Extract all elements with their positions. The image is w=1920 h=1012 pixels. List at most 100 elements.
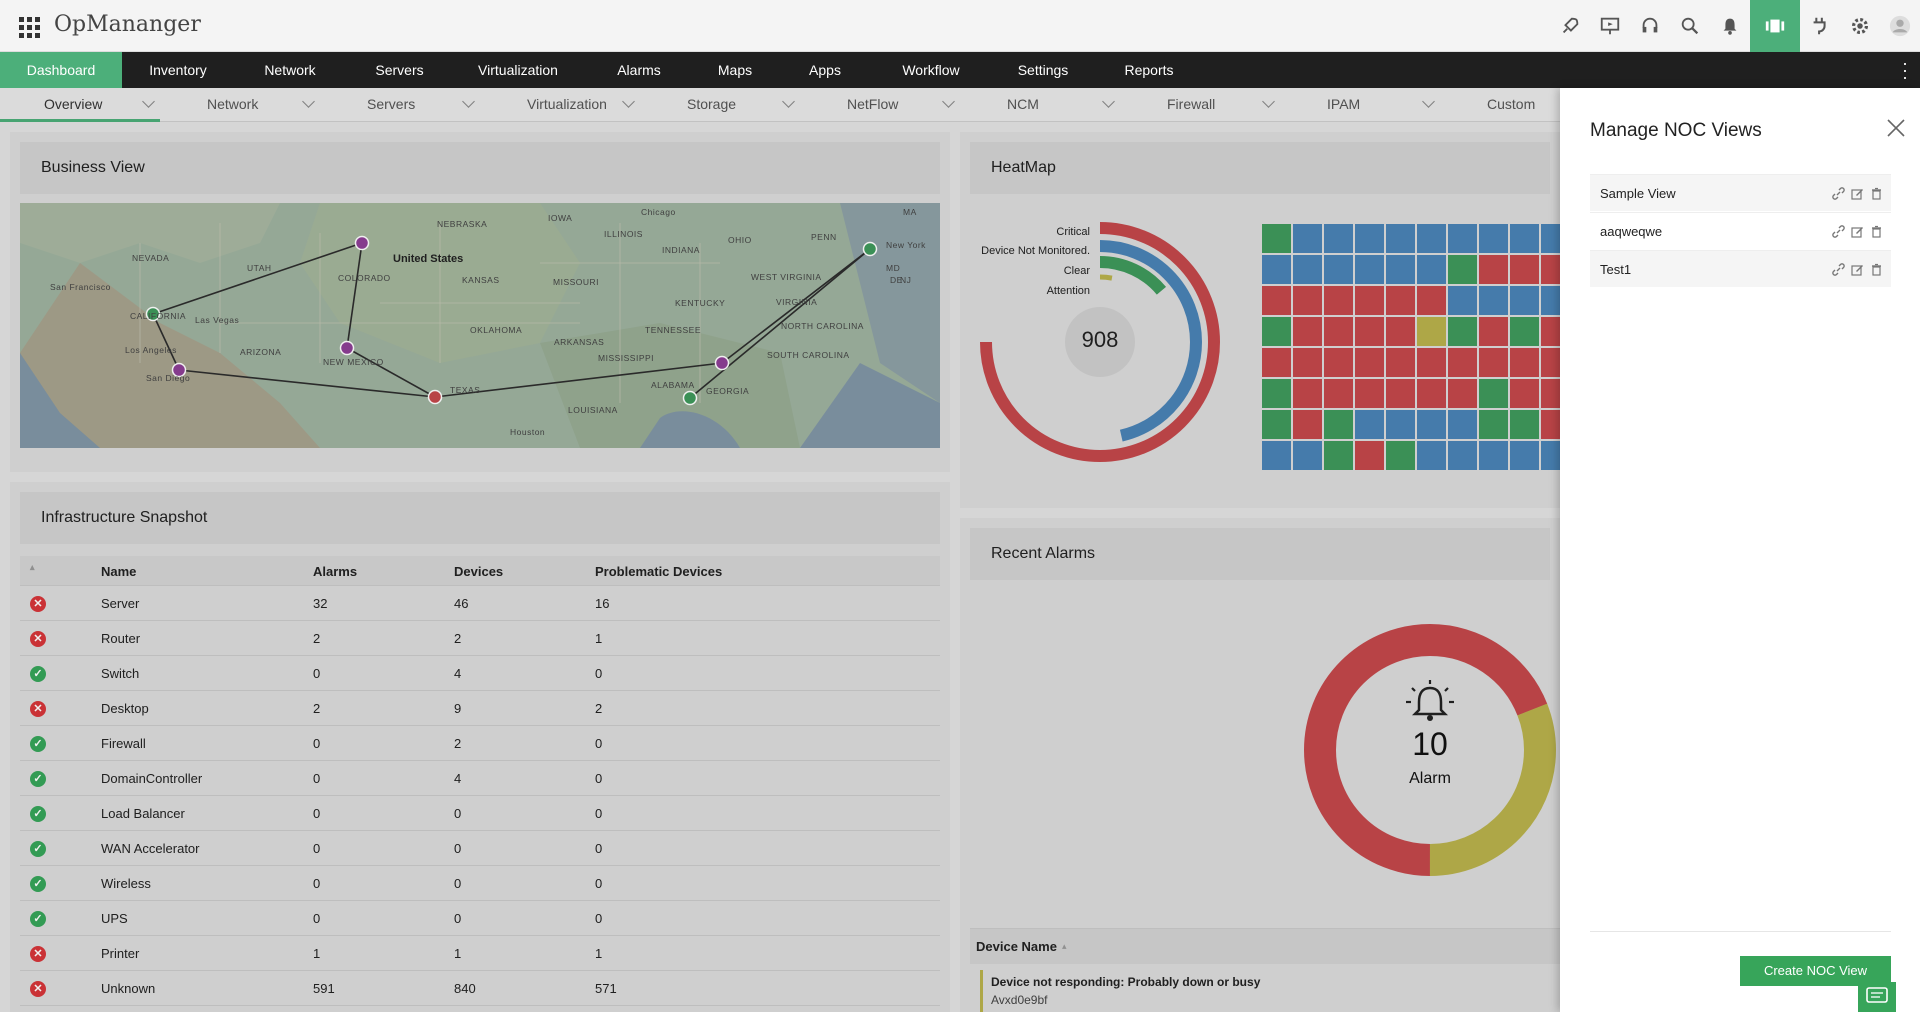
heatmap-cell[interactable] [1417, 286, 1446, 315]
table-row[interactable]: ✓ Firewall 0 2 0 [20, 726, 940, 761]
table-row[interactable]: ✓ WAN Accelerator 0 0 0 [20, 831, 940, 866]
donut-critical-ring[interactable] [980, 222, 1220, 462]
noc-view-item[interactable]: aaqweqwe [1590, 212, 1891, 249]
user-icon[interactable] [1880, 0, 1920, 52]
col-devices[interactable]: Devices [454, 564, 504, 579]
heatmap-cell[interactable] [1479, 348, 1508, 377]
nav-reports[interactable]: Reports [1124, 62, 1174, 78]
close-icon[interactable] [1886, 118, 1906, 138]
heatmap-cell[interactable] [1262, 286, 1291, 315]
heatmap-cell[interactable] [1417, 317, 1446, 346]
subtab-ncm[interactable]: NCM [960, 88, 1120, 122]
donut-clear-ring[interactable] [1014, 256, 1186, 428]
heatmap-cell[interactable] [1293, 379, 1322, 408]
link-icon[interactable] [1832, 263, 1845, 276]
heatmap-cell[interactable] [1355, 286, 1384, 315]
subtab-storage[interactable]: Storage [640, 88, 800, 122]
heatmap-cell[interactable] [1448, 317, 1477, 346]
map-node-new-york[interactable] [862, 241, 878, 257]
map-node-south-carolina[interactable] [714, 355, 730, 371]
heatmap-cell[interactable] [1448, 255, 1477, 284]
sort-icon[interactable]: ▴ [30, 562, 35, 572]
row-name[interactable]: WAN Accelerator [101, 841, 200, 856]
trash-icon[interactable] [1870, 187, 1883, 200]
heatmap-cell[interactable] [1479, 441, 1508, 470]
heatmap-cell[interactable] [1293, 348, 1322, 377]
subtab-ipam[interactable]: IPAM [1280, 88, 1440, 122]
table-row[interactable]: ✕ Router 2 2 1 [20, 621, 940, 656]
map-node-san-diego[interactable] [171, 362, 187, 378]
plug-icon[interactable] [1800, 0, 1840, 52]
search-icon[interactable] [1670, 0, 1710, 52]
heatmap-cell[interactable] [1510, 317, 1539, 346]
presentation-icon[interactable] [1590, 0, 1630, 52]
row-name[interactable]: Unknown [101, 981, 156, 996]
gear-icon[interactable] [1840, 0, 1880, 52]
noc-view-item[interactable]: Sample View [1590, 174, 1891, 211]
heatmap-cell[interactable] [1293, 255, 1322, 284]
heatmap-cell[interactable] [1448, 379, 1477, 408]
business-view-map[interactable]: NEBRASKA IOWA Chicago ILLINOIS INDIANA OHIO PE… [20, 203, 940, 448]
chat-icon[interactable] [1858, 982, 1896, 1012]
heatmap-cell[interactable] [1417, 224, 1446, 253]
trash-icon[interactable] [1870, 263, 1883, 276]
nav-inventory[interactable]: Inventory [149, 62, 207, 78]
more-menu-icon[interactable]: · · · [1902, 53, 1908, 87]
heatmap-cell[interactable] [1448, 410, 1477, 439]
nav-dashboard[interactable]: Dashboard [0, 52, 122, 88]
headset-icon[interactable] [1630, 0, 1670, 52]
heatmap-cell[interactable] [1386, 224, 1415, 253]
row-name[interactable]: Firewall [101, 736, 146, 751]
col-alarms[interactable]: Alarms [313, 564, 358, 579]
table-row[interactable]: ✕ Printer 1 1 1 [20, 936, 940, 971]
heatmap-cell[interactable] [1510, 441, 1539, 470]
subtab-custom[interactable]: Custom [1440, 88, 1600, 122]
heatmap-cell[interactable] [1355, 348, 1384, 377]
heatmap-cell[interactable] [1293, 317, 1322, 346]
heatmap-cell[interactable] [1386, 286, 1415, 315]
map-node-georgia[interactable] [682, 390, 698, 406]
row-name[interactable]: DomainController [101, 771, 203, 786]
apps-grid-icon[interactable] [19, 17, 40, 38]
nav-network[interactable]: Network [264, 62, 316, 78]
heatmap-cell[interactable] [1293, 441, 1322, 470]
nav-servers[interactable]: Servers [375, 62, 424, 78]
row-name[interactable]: Switch [101, 666, 140, 681]
heatmap-cell[interactable] [1479, 224, 1508, 253]
subtab-netflow[interactable]: NetFlow [800, 88, 960, 122]
donut-attention-ring[interactable] [1032, 274, 1168, 410]
edit-icon[interactable] [1851, 187, 1864, 200]
create-noc-view-button[interactable]: Create NOC View [1740, 956, 1891, 986]
heatmap-cell[interactable] [1355, 317, 1384, 346]
heatmap-cell[interactable] [1355, 224, 1384, 253]
heatmap-cell[interactable] [1324, 410, 1353, 439]
trash-icon[interactable] [1870, 225, 1883, 238]
table-row[interactable]: ✓ Wireless 0 0 0 [20, 866, 940, 901]
heatmap-cell[interactable] [1262, 348, 1291, 377]
row-name[interactable]: Router [101, 631, 141, 646]
heatmap-cell[interactable] [1386, 255, 1415, 284]
heatmap-cell[interactable] [1510, 348, 1539, 377]
nav-virtualization[interactable]: Virtualization [478, 62, 558, 78]
heatmap-cell[interactable] [1324, 379, 1353, 408]
heatmap-cell[interactable] [1386, 348, 1415, 377]
bell-icon[interactable] [1710, 0, 1750, 52]
heatmap-cell[interactable] [1510, 255, 1539, 284]
table-row[interactable]: ✕ Unknown 591 840 571 [20, 971, 940, 1006]
subtab-servers[interactable]: Servers [320, 88, 480, 122]
heatmap-cell[interactable] [1262, 317, 1291, 346]
col-problematic-devices[interactable]: Problematic Devices [595, 564, 723, 579]
heatmap-cell[interactable] [1324, 348, 1353, 377]
heatmap-cell[interactable] [1417, 410, 1446, 439]
heatmap-cell[interactable] [1324, 317, 1353, 346]
subtab-virtualization[interactable]: Virtualization [480, 88, 640, 122]
nav-apps[interactable]: Apps [809, 62, 841, 78]
heatmap-cell[interactable] [1355, 379, 1384, 408]
device-name-sort-icon[interactable]: ▴ [1062, 941, 1067, 951]
heatmap-cell[interactable] [1262, 410, 1291, 439]
subtab-overview[interactable]: Overview [0, 88, 160, 122]
heatmap-cell[interactable] [1417, 348, 1446, 377]
noc-view-item[interactable]: Test1 [1590, 250, 1891, 287]
heatmap-cell[interactable] [1417, 255, 1446, 284]
heatmap-cell[interactable] [1479, 286, 1508, 315]
